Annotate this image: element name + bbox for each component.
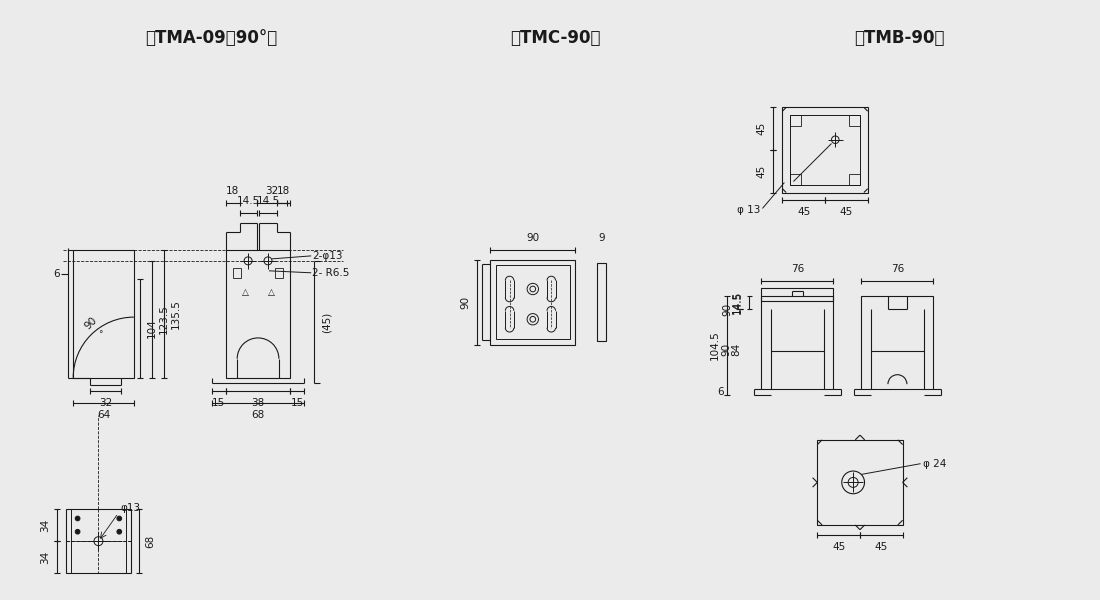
Text: 32: 32: [265, 186, 278, 196]
Text: φ 13: φ 13: [737, 205, 760, 215]
Text: 104.5: 104.5: [710, 330, 719, 360]
Bar: [861, 296, 934, 389]
Text: △: △: [267, 287, 274, 296]
Text: 15: 15: [290, 398, 304, 408]
Text: 76: 76: [791, 264, 804, 274]
Text: 14.5: 14.5: [733, 291, 742, 314]
Text: (45): (45): [321, 311, 331, 333]
Text: 45: 45: [874, 542, 888, 552]
Text: 14.5: 14.5: [236, 196, 260, 206]
Circle shape: [75, 516, 80, 521]
Bar: [496, 265, 570, 339]
Text: 【TMB-90】: 【TMB-90】: [854, 29, 945, 47]
Text: 45: 45: [798, 208, 811, 217]
Bar: [74, 250, 134, 377]
Text: φ13: φ13: [120, 503, 141, 513]
Text: 45: 45: [757, 164, 767, 178]
Text: 2- R6.5: 2- R6.5: [312, 268, 350, 278]
Bar: [782, 107, 868, 193]
Text: 15: 15: [212, 398, 226, 408]
Text: 34: 34: [41, 518, 51, 532]
Bar: [226, 250, 290, 377]
Bar: [790, 173, 802, 185]
Bar: [233, 268, 241, 278]
Text: φ 24: φ 24: [923, 458, 946, 469]
Text: 135.5: 135.5: [170, 299, 180, 329]
Bar: [849, 173, 860, 185]
Text: 90: 90: [82, 315, 99, 331]
Text: 14.5: 14.5: [732, 291, 741, 314]
Text: 104: 104: [146, 319, 157, 338]
Bar: [597, 263, 606, 341]
Bar: [790, 115, 802, 127]
Text: 【TMA-09シ90°】: 【TMA-09シ90°】: [145, 29, 277, 47]
Text: 68: 68: [145, 535, 155, 548]
Text: 76: 76: [891, 264, 904, 274]
Text: 90: 90: [723, 303, 733, 316]
Circle shape: [75, 529, 80, 534]
Text: 9: 9: [598, 233, 605, 243]
Text: 6: 6: [717, 387, 724, 397]
Bar: [761, 296, 834, 389]
Text: 【TMC-90】: 【TMC-90】: [509, 29, 601, 47]
Text: 64: 64: [97, 410, 110, 420]
Bar: [761, 288, 834, 301]
Text: 45: 45: [839, 208, 853, 217]
Text: 18: 18: [277, 186, 290, 196]
Text: 18: 18: [227, 186, 240, 196]
Text: 38: 38: [252, 398, 265, 408]
Text: 2-φ13: 2-φ13: [312, 251, 343, 261]
Text: 45: 45: [757, 122, 767, 135]
Text: 90: 90: [526, 233, 539, 243]
Text: 90: 90: [460, 296, 470, 309]
Bar: [849, 115, 860, 127]
Bar: [491, 260, 575, 345]
Bar: [275, 268, 283, 278]
Circle shape: [117, 516, 122, 521]
Bar: [66, 509, 131, 574]
Circle shape: [117, 529, 122, 534]
Text: 123.5: 123.5: [158, 304, 168, 334]
Text: 34: 34: [41, 551, 51, 564]
Text: 90: 90: [722, 343, 732, 356]
Text: 45: 45: [832, 542, 845, 552]
Text: 84: 84: [732, 343, 741, 356]
Bar: [817, 440, 903, 525]
Text: 32: 32: [99, 398, 112, 408]
Text: 6: 6: [53, 269, 59, 280]
Text: °: °: [98, 331, 102, 340]
Text: 14.5: 14.5: [256, 196, 279, 206]
Text: 68: 68: [252, 410, 265, 420]
Bar: [790, 115, 860, 185]
Text: △: △: [242, 287, 249, 296]
